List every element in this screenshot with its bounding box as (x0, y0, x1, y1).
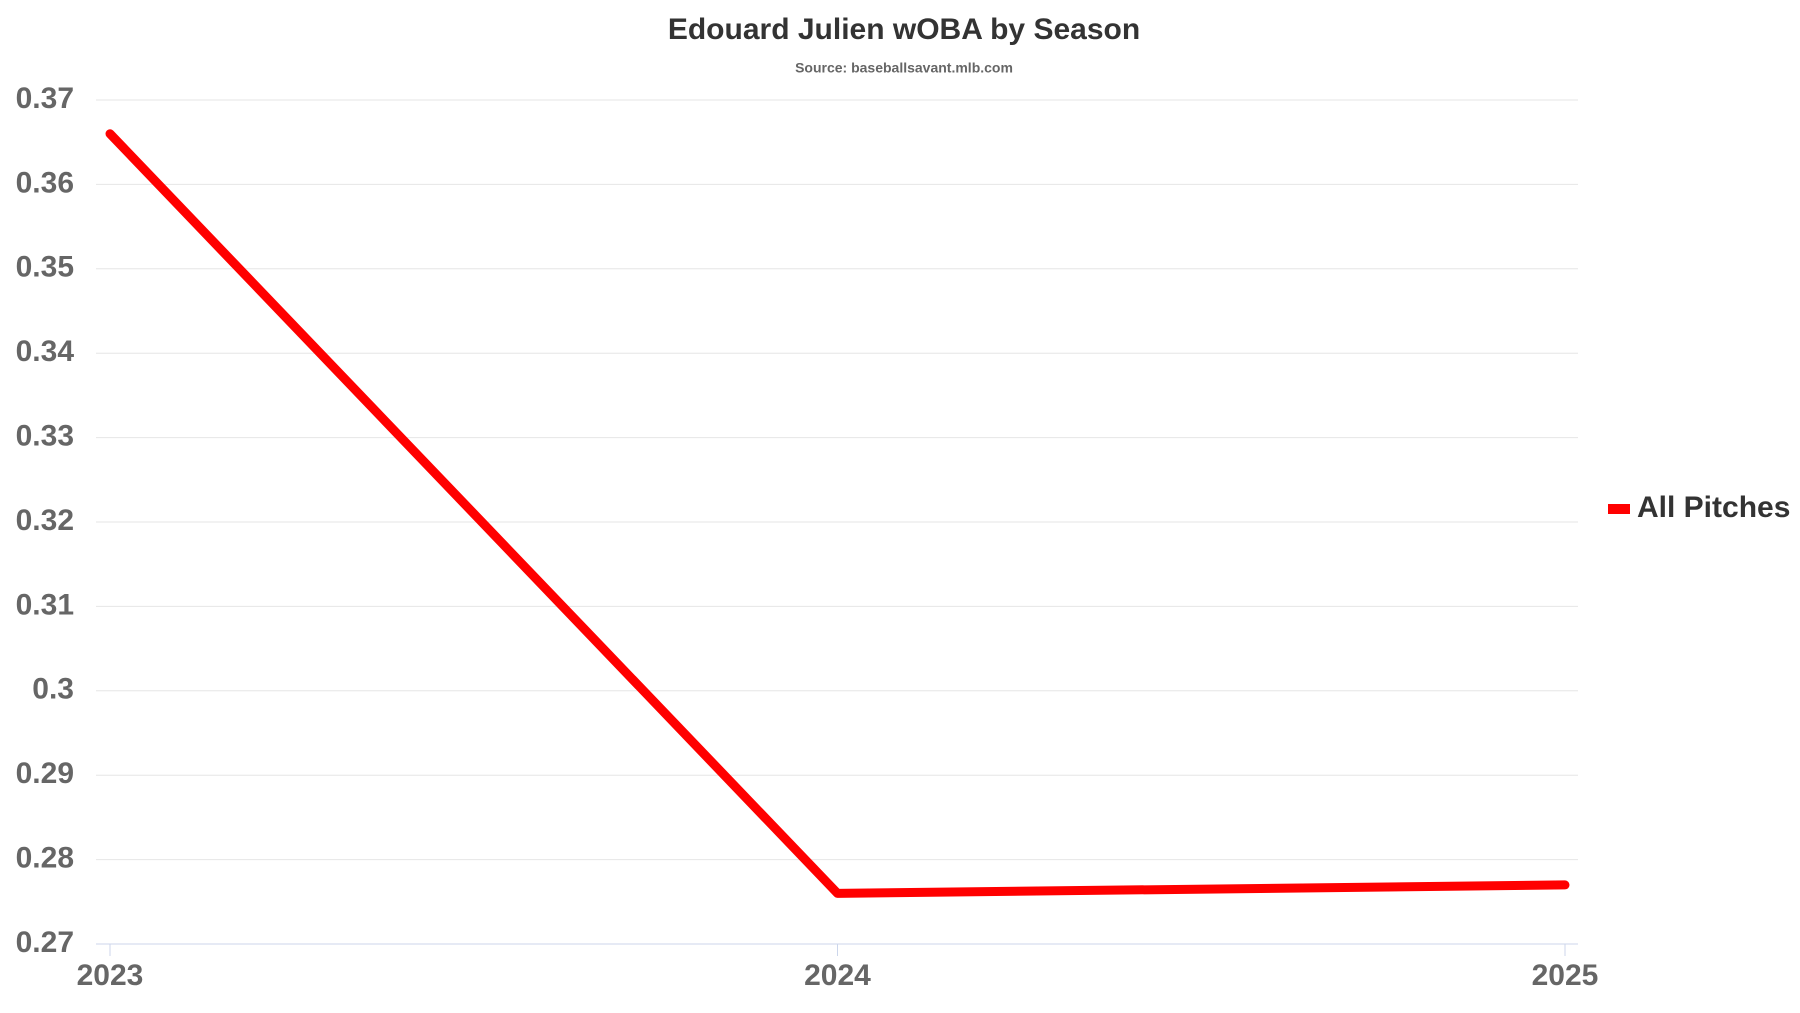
y-tick-label: 0.34 (16, 335, 75, 368)
x-tick-label: 2024 (804, 959, 871, 992)
y-tick-label: 0.36 (16, 166, 74, 199)
x-tick-label: 2025 (1532, 959, 1599, 992)
chart-title: Edouard Julien wOBA by Season (668, 13, 1140, 46)
y-tick-label: 0.35 (16, 251, 74, 284)
x-tick-label: 2023 (77, 959, 144, 992)
y-tick-label: 0.37 (16, 82, 74, 115)
y-tick-label: 0.31 (16, 588, 74, 621)
line-series (105, 129, 1570, 898)
y-tick-label: 0.33 (16, 420, 74, 453)
legend-label: All Pitches (1637, 491, 1790, 524)
y-tick-label: 0.3 (32, 673, 74, 706)
y-tick-label: 0.28 (16, 842, 74, 875)
y-tick-label: 0.27 (16, 926, 74, 959)
y-tick-label: 0.32 (16, 504, 74, 537)
legend-swatch (1608, 504, 1630, 514)
chart-subtitle: Source: baseballsavant.mlb.com (795, 60, 1013, 76)
y-tick-label: 0.29 (16, 757, 74, 790)
